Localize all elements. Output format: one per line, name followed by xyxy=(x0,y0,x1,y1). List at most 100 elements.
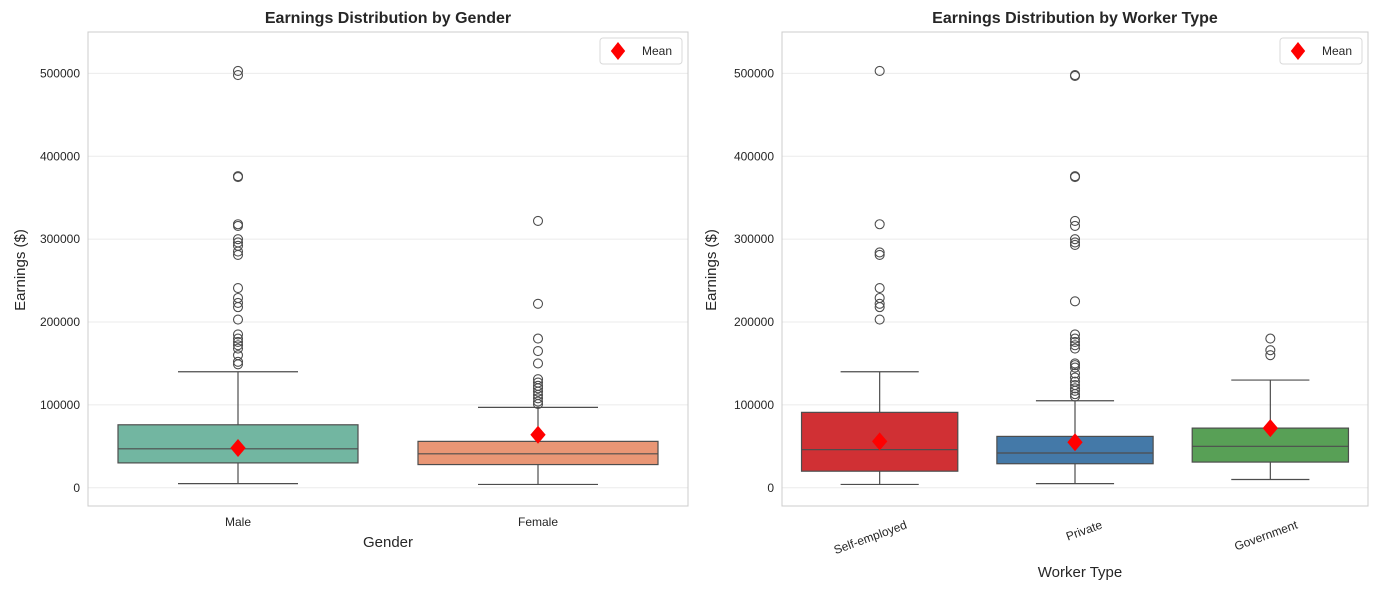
outlier-point xyxy=(1069,360,1081,371)
legend: Mean xyxy=(1279,37,1363,65)
y-tick-label: 300000 xyxy=(734,232,774,246)
outlier-point xyxy=(1069,237,1081,248)
outlier-point xyxy=(1069,239,1081,251)
outlier-point xyxy=(232,246,244,257)
outlier-point xyxy=(1069,171,1081,183)
outlier-point xyxy=(1069,372,1081,383)
plot-frame xyxy=(781,31,1369,507)
x-axis-label: Worker Type xyxy=(1038,564,1122,581)
outlier-point xyxy=(874,302,885,313)
outlier-point xyxy=(874,283,885,294)
y-tick-label: 300000 xyxy=(40,232,80,246)
outlier-point xyxy=(232,70,244,81)
y-tick-label: 500000 xyxy=(40,66,80,80)
plot-frame xyxy=(87,31,689,507)
outlier-point xyxy=(232,314,244,325)
y-tick-label: 400000 xyxy=(734,149,774,163)
outlier-point xyxy=(1265,333,1276,344)
outlier-point xyxy=(1265,350,1276,361)
box-self-employed xyxy=(800,65,959,486)
outlier-point xyxy=(532,393,544,404)
outlier-point xyxy=(232,249,244,260)
outlier-point xyxy=(874,314,885,325)
y-tick-label: 100000 xyxy=(734,398,774,412)
mean-marker xyxy=(530,425,546,444)
outlier-point xyxy=(1069,215,1081,226)
chart-title: Earnings Distribution by Worker Type xyxy=(932,10,1218,27)
legend-label: Mean xyxy=(642,44,672,58)
y-axis-label: Earnings ($) xyxy=(12,229,29,311)
outlier-point xyxy=(532,396,544,407)
outlier-point xyxy=(532,298,544,309)
outlier-point xyxy=(232,220,244,231)
outlier-point xyxy=(232,340,244,351)
box-iqr xyxy=(417,440,659,466)
outlier-point xyxy=(1069,220,1081,231)
legend-label: Mean xyxy=(1322,44,1352,58)
outlier-point xyxy=(232,356,244,367)
outlier-point xyxy=(232,343,244,354)
box-private xyxy=(996,70,1154,485)
outlier-point xyxy=(1069,368,1081,379)
y-tick-label: 0 xyxy=(73,481,80,495)
outlier-point xyxy=(532,215,544,226)
legend-diamond-icon xyxy=(1290,42,1306,60)
chart-title: Earnings Distribution by Gender xyxy=(265,10,511,27)
outlier-point xyxy=(1069,70,1081,81)
outlier-point xyxy=(1069,234,1081,245)
outlier-point xyxy=(232,234,244,245)
outlier-point xyxy=(232,359,244,370)
x-tick-label: Male xyxy=(225,515,251,529)
outlier-point xyxy=(232,297,244,309)
outlier-point xyxy=(1069,383,1081,394)
outlier-point xyxy=(874,65,885,76)
x-tick-label: Private xyxy=(1064,518,1104,544)
mean-marker xyxy=(1262,419,1278,438)
y-tick-label: 200000 xyxy=(40,315,80,329)
outlier-point xyxy=(532,358,544,369)
x-axis-label: Gender xyxy=(363,534,413,551)
outlier-point xyxy=(532,383,544,394)
y-tick-label: 100000 xyxy=(40,398,80,412)
legend: Mean xyxy=(599,37,683,65)
outlier-point xyxy=(1069,296,1081,307)
legend-box xyxy=(599,37,683,65)
legend-box xyxy=(1279,37,1363,65)
outlier-point xyxy=(1069,389,1081,400)
x-tick-label: Female xyxy=(518,515,558,529)
outlier-point xyxy=(232,302,244,313)
outlier-point xyxy=(232,171,244,183)
outlier-point xyxy=(532,399,544,410)
worker-type-chart: Earnings Distribution by Worker Type Wor… xyxy=(703,10,1369,581)
outlier-point xyxy=(232,329,244,340)
mean-marker xyxy=(872,432,888,451)
y-tick-label: 400000 xyxy=(40,149,80,163)
box-government xyxy=(1191,333,1350,481)
y-tick-label: 500000 xyxy=(734,66,774,80)
outlier-point xyxy=(532,333,544,344)
outlier-point xyxy=(1069,333,1081,344)
x-tick-label: Self-employed xyxy=(832,518,909,557)
outlier-point xyxy=(232,336,244,347)
outlier-point xyxy=(232,283,244,294)
outlier-point xyxy=(874,219,885,230)
outlier-point xyxy=(874,247,885,258)
outlier-point xyxy=(1069,329,1081,340)
outlier-point xyxy=(1069,362,1081,373)
outlier-point xyxy=(1069,340,1081,351)
box-male xyxy=(117,65,359,485)
x-tick-label: Government xyxy=(1233,517,1300,553)
outlier-point xyxy=(1069,391,1081,402)
outlier-point xyxy=(232,333,244,344)
y-tick-label: 0 xyxy=(767,481,774,495)
outlier-point xyxy=(232,65,244,76)
outlier-point xyxy=(874,249,885,260)
mean-marker xyxy=(230,438,246,457)
outlier-point xyxy=(1069,336,1081,347)
gender-chart: Earnings Distribution by Gender Gender E… xyxy=(12,10,689,551)
outlier-point xyxy=(1069,343,1081,354)
legend-diamond-icon xyxy=(610,42,626,60)
box-female xyxy=(417,215,659,486)
outlier-point xyxy=(1265,345,1276,356)
